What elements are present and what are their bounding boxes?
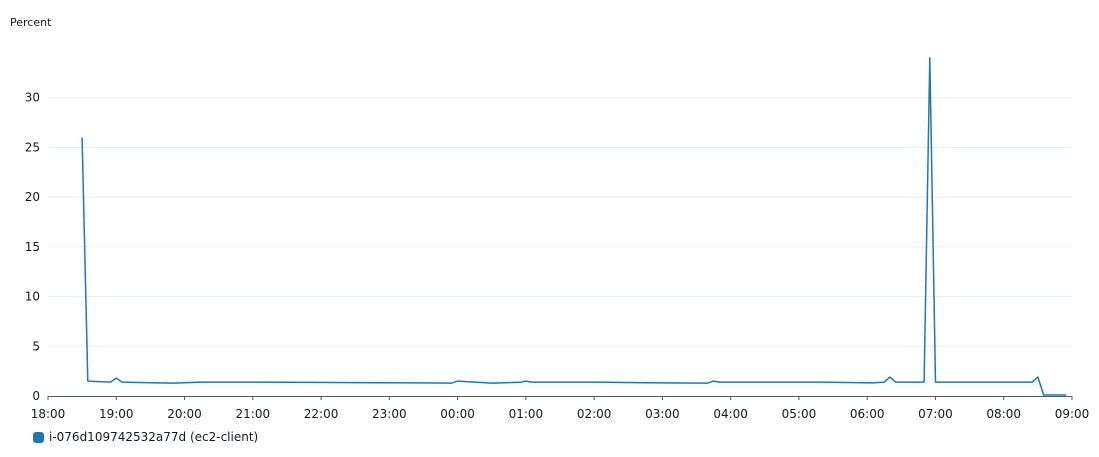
x-tick-label: 06:00 [850, 407, 885, 421]
y-tick-label: 30 [25, 91, 40, 105]
x-tick-label: 22:00 [304, 407, 339, 421]
legend[interactable]: i-076d109742532a77d (ec2-client) [33, 430, 258, 444]
x-tick-label: 08:00 [986, 407, 1021, 421]
y-axis: 0 5 10 15 20 25 30 [25, 91, 40, 403]
x-tick-label: 05:00 [782, 407, 817, 421]
gridlines [48, 97, 1072, 347]
y-tick-label: 0 [32, 389, 40, 403]
x-tick-label: 18:00 [31, 407, 66, 421]
x-tick-label: 02:00 [577, 407, 612, 421]
y-tick-label: 20 [25, 190, 40, 204]
legend-label: i-076d109742532a77d (ec2-client) [49, 430, 259, 444]
x-tick-label: 00:00 [440, 407, 475, 421]
y-tick-label: 10 [25, 290, 40, 304]
y-tick-label: 25 [25, 140, 40, 154]
y-tick-label: 15 [25, 240, 40, 254]
series-group [81, 57, 1067, 396]
y-axis-unit-label: Percent [10, 16, 52, 29]
x-tick-label: 21:00 [236, 407, 271, 421]
x-tick-label: 03:00 [645, 407, 680, 421]
x-tick-label: 20:00 [167, 407, 202, 421]
x-tick-label: 09:00 [1055, 407, 1090, 421]
x-tick-label: 04:00 [713, 407, 748, 421]
x-tick-label: 07:00 [918, 407, 953, 421]
series-line[interactable] [81, 57, 1067, 396]
x-tick-label: 01:00 [509, 407, 544, 421]
y-tick-label: 5 [32, 339, 40, 353]
x-tick-label: 19:00 [99, 407, 134, 421]
legend-swatch [33, 431, 44, 443]
x-axis: 18:00 19:00 20:00 21:00 22:00 23:00 00:00 01:00… [31, 396, 1090, 421]
x-tick-label: 23:00 [372, 407, 407, 421]
